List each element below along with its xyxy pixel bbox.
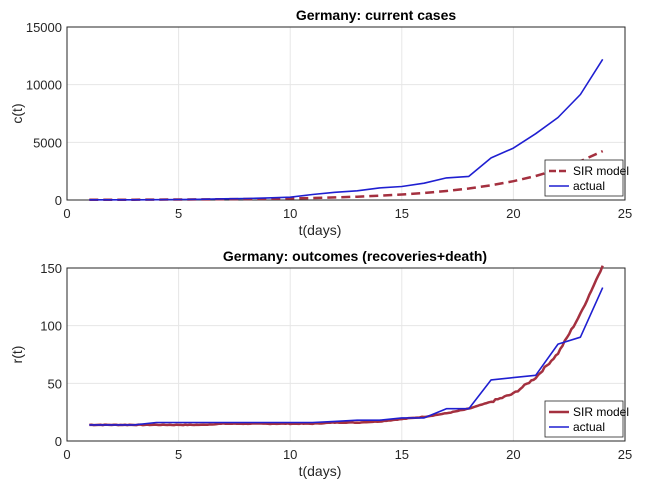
x-tick-label: 20	[506, 206, 520, 221]
legend-label-actual: actual	[573, 179, 605, 193]
x-tick-label: 0	[63, 206, 70, 221]
series-line-sir-model	[89, 265, 604, 427]
x-tick-label: 5	[175, 206, 182, 221]
y-tick-label: 5000	[33, 135, 62, 150]
y-tick-label: 15000	[26, 20, 62, 35]
series-line-actual	[89, 58, 604, 201]
series-group	[89, 58, 604, 202]
series-group	[89, 265, 604, 427]
y-tick-label: 0	[55, 193, 62, 208]
x-axis-label: t(days)	[299, 222, 342, 238]
y-tick-label: 10000	[26, 78, 62, 93]
y-axis-label: r(t)	[9, 346, 25, 364]
chart-title: Germany: outcomes (recoveries+death)	[223, 248, 487, 264]
y-tick-label: 100	[40, 319, 62, 334]
legend: SIR model actual	[544, 159, 629, 197]
x-tick-label: 5	[175, 447, 182, 462]
x-axis-label: t(days)	[299, 463, 342, 479]
plot-area	[66, 26, 626, 201]
x-tick-label: 25	[618, 206, 632, 221]
legend-box	[544, 159, 624, 197]
x-tick-label: 10	[283, 206, 297, 221]
legend-label-sir-model: SIR model	[573, 164, 629, 178]
y-tick-label: 50	[48, 376, 62, 391]
chart-current-cases: Germany: current cases 0 5 10 15 20 25 0…	[9, 7, 632, 238]
x-tick-label: 0	[63, 447, 70, 462]
chart-outcomes: Germany: outcomes (recoveries+death) 0 5…	[9, 248, 632, 479]
y-axis-ticks: 0 50 100 150	[40, 261, 62, 449]
grid	[66, 267, 626, 442]
y-axis-label: c(t)	[9, 103, 25, 123]
y-tick-label: 150	[40, 261, 62, 276]
legend-label-actual: actual	[573, 420, 605, 434]
x-tick-label: 25	[618, 447, 632, 462]
y-tick-label: 0	[55, 434, 62, 449]
series-line-sir-model	[89, 149, 604, 202]
x-tick-label: 15	[395, 206, 409, 221]
x-tick-label: 20	[506, 447, 520, 462]
legend-label-sir-model: SIR model	[573, 405, 629, 419]
x-axis-ticks: 0 5 10 15 20 25	[63, 206, 632, 221]
y-axis-ticks: 0 5000 10000 15000	[26, 20, 62, 208]
x-axis-ticks: 0 5 10 15 20 25	[63, 447, 632, 462]
legend-box	[544, 400, 624, 438]
series-line-actual	[89, 287, 604, 426]
x-tick-label: 15	[395, 447, 409, 462]
x-tick-label: 10	[283, 447, 297, 462]
legend: SIR model actual	[544, 400, 629, 438]
plot-area	[66, 267, 626, 442]
chart-title: Germany: current cases	[296, 7, 457, 23]
